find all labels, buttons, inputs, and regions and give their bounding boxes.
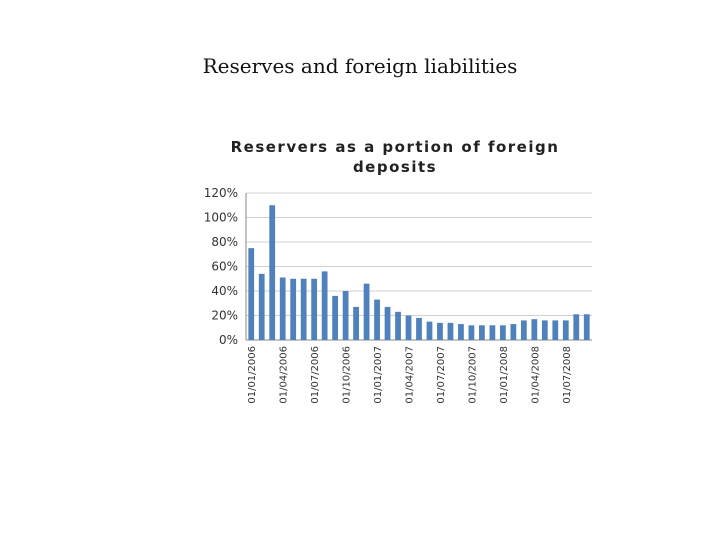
y-tick-label: 40% [211,284,238,298]
x-tick-label: 01/07/2008 [562,346,573,404]
bar [458,324,464,340]
bar [447,322,454,340]
y-tick-label: 120% [204,186,238,200]
bar [573,314,580,340]
bar [290,278,297,340]
bar [520,320,527,340]
bar [437,322,443,340]
bar [374,299,380,340]
x-tick-label: 01/04/2006 [279,346,290,404]
y-tick-label: 0% [219,333,238,347]
x-tick-label: 01/07/2007 [436,346,447,404]
bar [269,205,276,340]
y-tick-label: 80% [211,235,238,249]
bar [405,315,412,340]
bar [279,277,286,340]
bar [384,306,391,340]
x-tick-label: 01/04/2008 [530,346,541,404]
bar [395,311,401,340]
bar [321,271,328,340]
bar [531,319,538,340]
y-tick-label: 60% [211,260,238,274]
x-tick-label: 01/01/2008 [499,346,510,404]
bar [311,278,318,340]
slide-title: Reserves and foreign liabilities [202,54,518,78]
chart-title-line-1: Reservers as a portion of foreign [231,138,560,156]
bar [426,321,433,340]
bar [541,320,548,340]
bar [342,291,349,340]
x-tick-label: 01/01/2007 [373,346,384,404]
bar [258,273,265,340]
bar [332,295,339,340]
bar [416,317,422,340]
bar [583,314,590,340]
x-tick-label: 01/07/2006 [310,346,321,404]
x-tick-label: 01/01/2006 [247,346,258,404]
x-tick-label: 01/04/2007 [405,346,416,404]
chart-title-line-2: deposits [353,158,437,176]
bar [248,248,255,340]
x-tick-label: 01/10/2006 [342,346,353,404]
y-tick-label: 100% [204,211,238,225]
bar [510,324,517,340]
bar [562,320,569,340]
bar [363,283,370,340]
bar [479,325,485,340]
bar [499,325,506,340]
y-tick-label: 20% [211,309,238,323]
bar [353,306,359,340]
bar [300,278,307,340]
bar [468,325,475,340]
bar [552,320,559,340]
x-tick-label: 01/10/2007 [467,346,478,404]
bar [489,325,496,340]
